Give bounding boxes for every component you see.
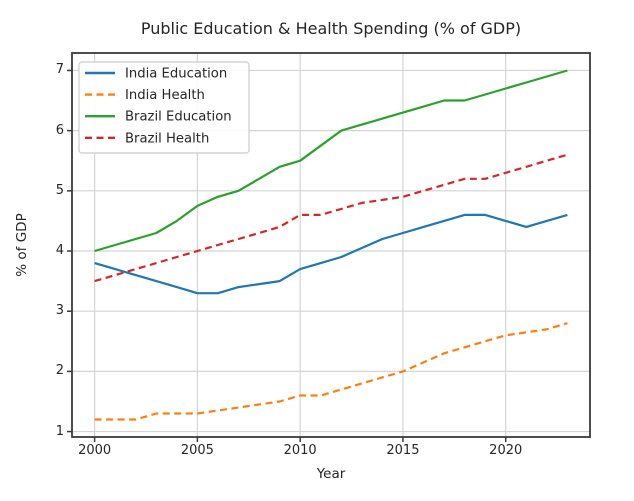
x-tick-label-2000: 2000 xyxy=(78,443,112,458)
x-axis-label: Year xyxy=(316,466,346,482)
y-tick-label-2: 2 xyxy=(55,363,64,379)
y-tick-label-6: 6 xyxy=(55,122,64,138)
x-tick-label-2020: 2020 xyxy=(489,443,523,458)
y-tick-label-4: 4 xyxy=(55,243,64,259)
y-tick-label-5: 5 xyxy=(55,182,64,198)
x-tick-label-2015: 2015 xyxy=(386,443,420,458)
legend-box xyxy=(78,61,250,154)
legend-label-india-education: India Education xyxy=(125,67,227,82)
y-tick-label-1: 1 xyxy=(55,423,64,439)
series-line-india-education xyxy=(94,213,568,295)
legend-label-brazil-health: Brazil Health xyxy=(125,131,209,146)
series-line-brazil-health xyxy=(94,153,568,283)
axes-frame xyxy=(71,52,591,438)
series-line-india-health xyxy=(94,322,568,421)
x-tick-label-2010: 2010 xyxy=(283,443,317,458)
series-line-brazil-education xyxy=(94,69,568,253)
y-tick-label-3: 3 xyxy=(55,303,64,319)
x-tick-label-2005: 2005 xyxy=(180,443,214,458)
legend-label-brazil-education: Brazil Education xyxy=(125,110,232,125)
legend-label-india-health: India Health xyxy=(125,88,205,103)
y-tick-label-7: 7 xyxy=(55,62,64,78)
chart-title: Public Education & Health Spending (% of… xyxy=(140,19,522,38)
